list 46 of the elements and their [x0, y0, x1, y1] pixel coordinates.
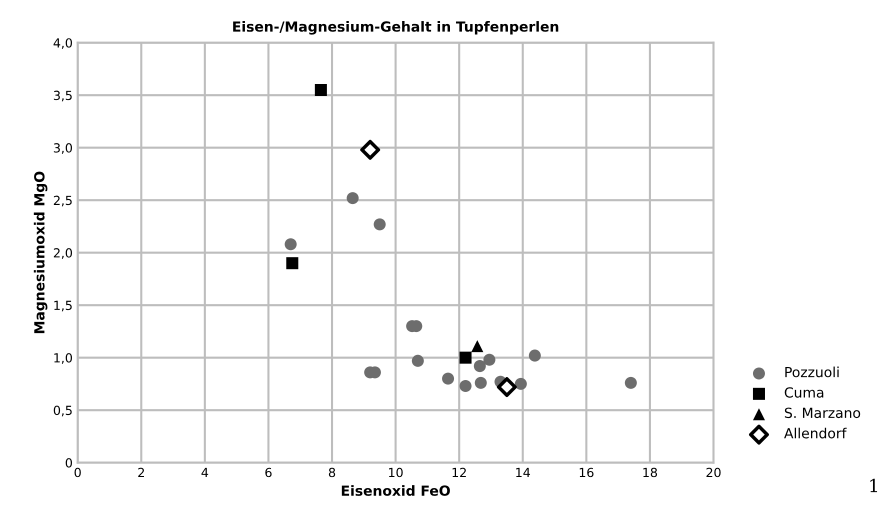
point: [474, 376, 487, 389]
point: [483, 354, 496, 366]
x-tick-label: 2: [138, 468, 144, 478]
point: [314, 84, 327, 96]
point: [442, 372, 454, 385]
text: 1: [870, 478, 878, 492]
y-tick-label: 0: [66, 458, 72, 468]
point: [624, 376, 637, 389]
y-tick-label: 3,0: [54, 143, 72, 154]
x-tick-label: 12: [452, 468, 466, 478]
y-tick-label: 2,0: [54, 248, 72, 259]
legend-label: Cuma: [784, 387, 824, 398]
y-tick-label: 0,5: [54, 406, 72, 416]
y-tick-label: 1,5: [54, 300, 72, 312]
point: [346, 192, 359, 204]
point: [460, 352, 472, 364]
y-tick-label: 1,0: [54, 353, 72, 364]
point: [471, 340, 484, 352]
x-tick-label: 16: [580, 468, 594, 478]
legend-label: S. Marzano: [784, 408, 860, 418]
point: [286, 257, 298, 270]
x-axis-title: Eisenoxid FeO: [342, 485, 450, 496]
point: [360, 140, 380, 160]
legend-label: Allendorf: [784, 428, 847, 438]
x-tick-label: 10: [389, 468, 403, 478]
x-tick-label: 0: [74, 468, 81, 478]
point: [374, 218, 386, 230]
x-tick-label: 18: [643, 468, 658, 478]
y-tick-label: 3,5: [54, 90, 72, 102]
y-tick-label: 2,5: [54, 196, 72, 206]
point: [528, 350, 541, 362]
y-axis-title: Magnesiumoxid MgO: [34, 172, 48, 334]
x-tick-label: 14: [516, 468, 530, 478]
point: [460, 380, 472, 392]
x-tick-label: 4: [201, 468, 208, 478]
point: [412, 354, 424, 367]
point: [474, 360, 486, 372]
point: [284, 238, 297, 250]
x-tick-label: 6: [265, 468, 272, 478]
x-tick-label: 20: [706, 468, 721, 478]
point: [514, 378, 527, 390]
point: [496, 377, 517, 398]
y-tick-label: 4,0: [54, 38, 72, 49]
chart-title: Eisen-/Magnesium-Gehalt in Tupfenperlen: [233, 21, 558, 35]
x-tick-label: 8: [328, 468, 336, 478]
legend-label: Pozzuoli: [785, 366, 839, 378]
